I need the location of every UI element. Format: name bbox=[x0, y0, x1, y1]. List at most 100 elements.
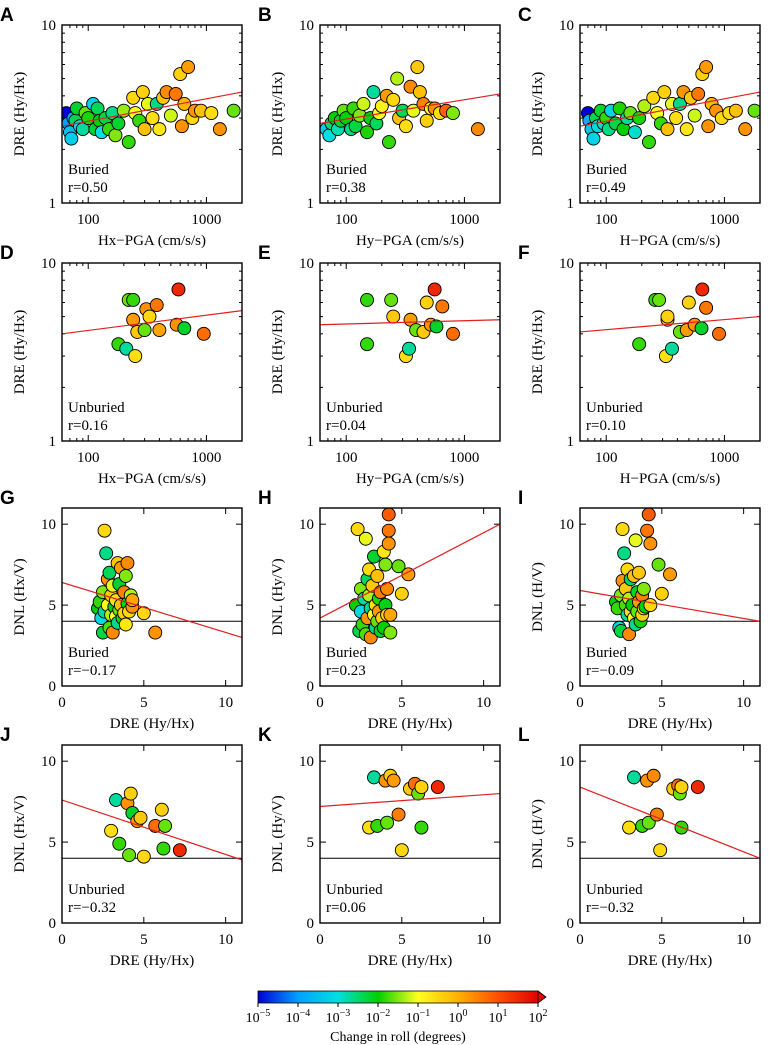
panel-d: D 100 1000 1 10 Hx−PGA (cm/s/s) DRE (Hy/Hx) Unb… bbox=[0, 243, 243, 487]
x-tick-label: 1000 bbox=[449, 450, 479, 466]
plot-area bbox=[580, 768, 760, 859]
x-tick-label: 100 bbox=[77, 212, 100, 228]
y-axis-label: DRE (Hy/Hx) bbox=[12, 310, 28, 395]
data-point bbox=[654, 586, 669, 601]
x-tick-label: 1000 bbox=[709, 450, 739, 466]
group-label: Unburied bbox=[326, 400, 383, 416]
tick-exponent: −1 bbox=[420, 1008, 431, 1019]
fit-line bbox=[320, 93, 500, 124]
data-point bbox=[390, 71, 405, 86]
data-point bbox=[643, 598, 658, 613]
x-tick-label: 1000 bbox=[709, 212, 739, 228]
group-label: Buried bbox=[326, 645, 367, 661]
data-point bbox=[163, 108, 178, 123]
x-tick-label: 10 bbox=[736, 695, 751, 711]
plot-area bbox=[62, 786, 242, 864]
plot-area bbox=[580, 282, 760, 364]
x-tick-label: 10 bbox=[476, 695, 491, 711]
correlation-label: r=0.04 bbox=[326, 418, 366, 434]
panel-a: A 100 1000 1 10 Hx−PGA (cm/s/s) DRE (Hy/Hx) Bur… bbox=[0, 5, 243, 249]
x-tick-label: 100 bbox=[77, 450, 100, 466]
data-point bbox=[158, 818, 173, 833]
y-tick-label: 10 bbox=[299, 18, 314, 34]
data-point bbox=[366, 85, 381, 100]
colorbar-tick-label: 10−2 bbox=[366, 1008, 391, 1026]
panel-label: F bbox=[518, 243, 530, 264]
y-axis-label: DRE (Hy/Hx) bbox=[270, 310, 286, 395]
data-point bbox=[174, 119, 189, 134]
data-point bbox=[386, 92, 401, 107]
data-point bbox=[435, 299, 450, 314]
tick-base: 10 bbox=[286, 1011, 300, 1026]
data-point bbox=[128, 349, 143, 364]
data-point bbox=[108, 128, 123, 143]
y-tick-label: 5 bbox=[307, 835, 315, 851]
data-point bbox=[663, 567, 677, 582]
y-tick-label: 0 bbox=[49, 916, 57, 932]
data-point bbox=[136, 606, 151, 621]
panel-b: B 100 1000 1 10 Hy−PGA (cm/s/s) DRE (Hy/Hx) Bur… bbox=[258, 5, 501, 249]
y-axis-label: DNL (Hx/V) bbox=[12, 558, 28, 635]
data-point bbox=[665, 341, 679, 356]
plot-area bbox=[320, 768, 500, 859]
data-point bbox=[699, 60, 714, 75]
plot-frame bbox=[61, 744, 243, 924]
data-point bbox=[401, 567, 416, 582]
tick-exponent: 0 bbox=[463, 1008, 468, 1019]
data-point bbox=[636, 581, 651, 596]
y-tick-label: 0 bbox=[49, 679, 57, 695]
y-tick-label: 10 bbox=[559, 256, 574, 272]
data-point bbox=[660, 309, 675, 324]
data-point bbox=[653, 843, 668, 858]
data-point bbox=[168, 86, 183, 101]
panel-label: L bbox=[518, 725, 530, 746]
data-point bbox=[391, 807, 406, 822]
data-point bbox=[657, 85, 672, 100]
data-point bbox=[642, 135, 656, 149]
correlation-label: r=−0.17 bbox=[68, 663, 117, 679]
x-axis-label: Hy−PGA (cm/s/s) bbox=[356, 471, 464, 487]
y-tick-label: 1 bbox=[567, 196, 575, 212]
data-point bbox=[122, 848, 137, 862]
correlation-label: r=0.38 bbox=[326, 180, 366, 196]
y-axis-label: DRE (Hy/Hx) bbox=[530, 310, 546, 395]
data-point bbox=[391, 559, 406, 574]
group-label: Unburied bbox=[586, 882, 643, 898]
data-point bbox=[360, 293, 374, 307]
data-point bbox=[646, 768, 661, 783]
y-tick-label: 10 bbox=[41, 256, 56, 272]
panel-h: H 0 5 10 0 5 10 DRE (Hy/Hx) DNL (Hy/V) Buried r=0.… bbox=[258, 488, 501, 732]
data-point bbox=[410, 60, 425, 75]
data-point bbox=[383, 625, 398, 640]
panel-i: I 0 5 10 0 5 10 DRE (Hy/Hx) DNL (H/V) Buried r=−0.… bbox=[518, 488, 761, 732]
panel-f: F 100 1000 1 10 H−PGA (cm/s/s) DRE (Hy/Hx) Unbu… bbox=[518, 243, 761, 487]
panel-l: L 0 5 10 0 5 10 DRE (Hy/Hx) DNL (H/V) Unburied r=−… bbox=[518, 725, 761, 969]
fit-line bbox=[580, 786, 760, 859]
group-label: Unburied bbox=[68, 882, 125, 898]
plot-frame bbox=[319, 262, 501, 442]
data-point bbox=[412, 85, 427, 100]
plot-area bbox=[62, 60, 242, 149]
correlation-label: r=0.23 bbox=[326, 663, 366, 679]
plot-frame bbox=[579, 24, 761, 204]
plot-area bbox=[320, 282, 500, 364]
colorbar-tick-label: 101 bbox=[489, 1008, 508, 1026]
tick-exponent: −3 bbox=[340, 1008, 351, 1019]
correlation-label: r=0.06 bbox=[326, 900, 366, 916]
plot-area bbox=[580, 60, 760, 149]
data-point bbox=[402, 341, 416, 356]
y-tick-label: 10 bbox=[41, 517, 56, 533]
data-point bbox=[622, 627, 637, 642]
data-point bbox=[383, 607, 398, 622]
correlation-label: r=−0.09 bbox=[586, 663, 634, 679]
panel-g: G 0 5 10 0 5 10 DRE (Hy/Hx) DNL (Hx/V) Buried r=−0… bbox=[0, 488, 243, 732]
data-point bbox=[135, 85, 150, 100]
data-point bbox=[386, 309, 401, 324]
tick-base: 10 bbox=[246, 1011, 260, 1026]
x-tick-label: 5 bbox=[658, 932, 666, 948]
tick-base: 10 bbox=[326, 1011, 340, 1026]
data-point bbox=[156, 841, 171, 856]
data-point bbox=[637, 99, 652, 114]
y-tick-label: 10 bbox=[299, 256, 314, 272]
